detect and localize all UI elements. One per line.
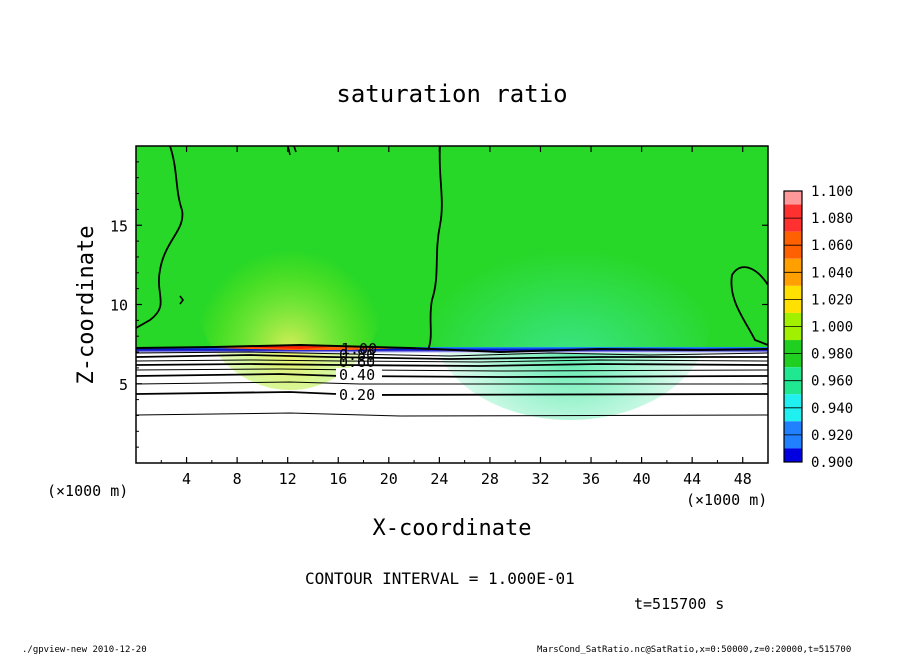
colorbar-swatch bbox=[784, 231, 802, 246]
contour-1-top bbox=[287, 146, 297, 156]
contour-label-0.80: 0.80 bbox=[339, 346, 375, 364]
contour-0.6 bbox=[136, 363, 768, 367]
contour-0.1 bbox=[136, 412, 768, 417]
x-tick-label: 32 bbox=[531, 470, 549, 488]
contour-label-0.20: 0.20 bbox=[339, 386, 375, 404]
x-tick-label: 48 bbox=[734, 470, 752, 488]
contour-1-left bbox=[136, 146, 184, 329]
colorbar-swatch bbox=[784, 394, 802, 408]
contour-1-base bbox=[136, 343, 768, 354]
contour-label-0.60: 0.60 bbox=[339, 353, 375, 371]
colorbar-swatch bbox=[784, 312, 802, 327]
colorbar-label: 0.960 bbox=[811, 374, 853, 390]
contour-0.9 bbox=[136, 351, 768, 357]
colorbar-swatch bbox=[784, 245, 802, 259]
contour-interval-label: CONTOUR INTERVAL = 1.000E-01 bbox=[305, 569, 575, 588]
colorbar-swatch bbox=[784, 353, 802, 368]
contour-0.3 bbox=[136, 381, 768, 385]
colorbar-label: 0.900 bbox=[811, 455, 853, 471]
footer-left: ./gpview-new 2010-12-20 bbox=[22, 645, 147, 654]
colorbar-swatch bbox=[784, 434, 802, 449]
colorbar-swatch bbox=[784, 407, 802, 422]
x-unit-right: (×1000 m) bbox=[686, 491, 767, 509]
colorbar-swatch bbox=[784, 204, 802, 219]
colorbar-swatch bbox=[784, 326, 802, 341]
time-label: t=515700 s bbox=[634, 595, 724, 613]
y-axis-title: Z-coordinate bbox=[74, 226, 99, 385]
contour-0.2 bbox=[136, 391, 768, 396]
contour-0.8 bbox=[136, 354, 768, 360]
warm-plume bbox=[195, 190, 385, 390]
x-unit-left: (×1000 m) bbox=[47, 482, 128, 500]
contour-labels: 1.00 0.80 0.60 0.40 0.20 bbox=[336, 340, 382, 404]
contour-label-0.40: 0.40 bbox=[339, 366, 375, 384]
colorbar-swatch bbox=[784, 299, 802, 313]
x-tick-label: 8 bbox=[233, 470, 242, 488]
x-tick-label: 28 bbox=[481, 470, 499, 488]
x-tick-label: 44 bbox=[683, 470, 701, 488]
colorbar-swatch bbox=[784, 218, 802, 232]
x-tick-label: 12 bbox=[279, 470, 297, 488]
x-tick-label: 36 bbox=[582, 470, 600, 488]
contour-1-mid bbox=[427, 146, 443, 351]
colorbar-label: 1.080 bbox=[811, 211, 853, 227]
y-tick-label: 10 bbox=[110, 297, 128, 315]
x-tick-label: 4 bbox=[182, 470, 191, 488]
y-tick-label: 5 bbox=[119, 376, 128, 394]
contour-dot bbox=[179, 295, 184, 305]
colorbar-swatch bbox=[784, 191, 802, 205]
contour-label-1.00: 1.00 bbox=[341, 340, 377, 358]
y-tick-label: 15 bbox=[110, 217, 128, 235]
colorbar-swatch bbox=[784, 421, 802, 435]
colorbar-label: 0.980 bbox=[811, 347, 853, 363]
colorbar-swatch bbox=[784, 258, 802, 273]
colorbar-label: 1.060 bbox=[811, 238, 853, 254]
colorbar-label: 0.940 bbox=[811, 401, 853, 417]
x-tick-label: 16 bbox=[329, 470, 347, 488]
colorbar-label: 1.000 bbox=[811, 320, 853, 336]
colorbar-swatch bbox=[784, 380, 802, 395]
contour-1-right bbox=[730, 266, 768, 346]
y-axis: 5 10 15 bbox=[110, 161, 768, 448]
colorbar-label: 1.020 bbox=[811, 292, 853, 308]
colorbar-label: 1.040 bbox=[811, 265, 853, 281]
colorbar: 1.100 1.080 1.060 1.040 1.020 1.000 0.980 0.960… bbox=[783, 184, 853, 471]
x-axis: 4 8 12 16 20 24 28 32 36 40 44 48 bbox=[160, 146, 752, 488]
colorbar-label: 0.920 bbox=[811, 428, 853, 444]
chart-title: saturation ratio bbox=[336, 80, 567, 108]
colorbar-swatch bbox=[784, 340, 802, 354]
x-axis-title: X-coordinate bbox=[373, 516, 532, 541]
footer-right: MarsCond_SatRatio.nc@SatRatio,x=0:50000,… bbox=[537, 645, 851, 654]
heatmap-field bbox=[136, 146, 768, 463]
x-tick-label: 20 bbox=[380, 470, 398, 488]
colorbar-label: 1.100 bbox=[811, 184, 853, 200]
colorbar-swatch bbox=[784, 448, 802, 462]
x-tick-label: 40 bbox=[633, 470, 651, 488]
x-tick-label: 24 bbox=[430, 470, 448, 488]
contour-0.7 bbox=[136, 359, 768, 363]
colorbar-swatch bbox=[784, 272, 802, 286]
colorbar-swatch bbox=[784, 285, 802, 300]
cool-plume bbox=[430, 220, 710, 420]
colorbar-swatch bbox=[784, 367, 802, 381]
